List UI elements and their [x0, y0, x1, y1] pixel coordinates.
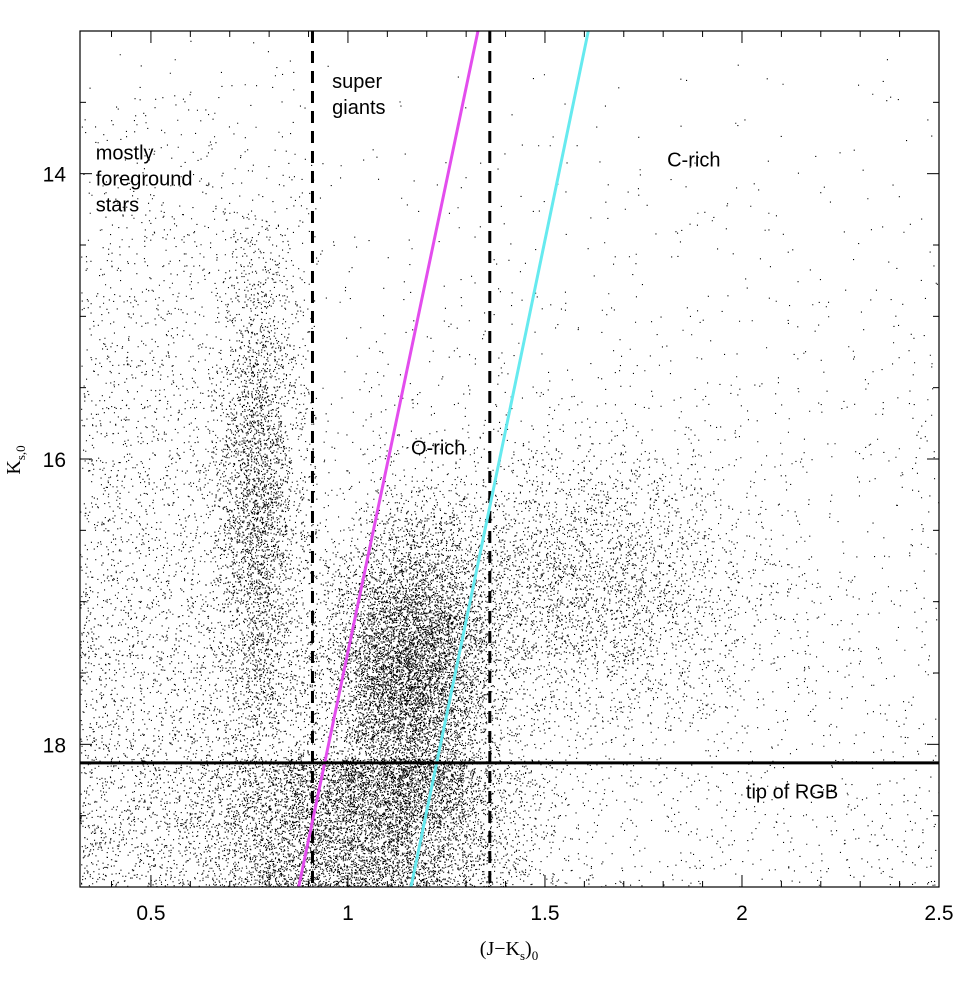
x-tick-label: 1 [342, 902, 354, 925]
y-axis-title: Ks,0 [3, 445, 28, 474]
x-tick-label: 2 [736, 902, 748, 925]
x-axis-title: (J−Ks)0 [480, 938, 538, 963]
axis-ticks: 0.5 1 1.5 2 2.5 14 16 18 [43, 31, 954, 925]
label-supergiants: super giants [332, 71, 385, 119]
x-tick-label: 1.5 [530, 902, 559, 925]
label-o-rich: O-rich [411, 438, 465, 460]
x-tick-label: 2.5 [924, 902, 953, 925]
scatter-points [80, 40, 939, 887]
boundary-lines [80, 31, 939, 887]
plot-frame [79, 30, 940, 888]
label-c-rich: C-rich [667, 150, 720, 172]
y-tick-label: 14 [43, 164, 67, 187]
y-tick-label: 18 [43, 734, 66, 757]
c-rich-boundary [409, 31, 590, 887]
y-tick-label: 16 [43, 449, 66, 472]
label-foreground: mostly foreground stars [96, 142, 193, 216]
star-points [80, 40, 939, 887]
x-tick-label: 0.5 [136, 902, 165, 925]
region-labels: mostly foreground stars super giants O-rich C-… [96, 71, 838, 803]
label-tip-rgb: tip of RGB [746, 782, 838, 804]
o-rich-boundary [297, 31, 480, 887]
